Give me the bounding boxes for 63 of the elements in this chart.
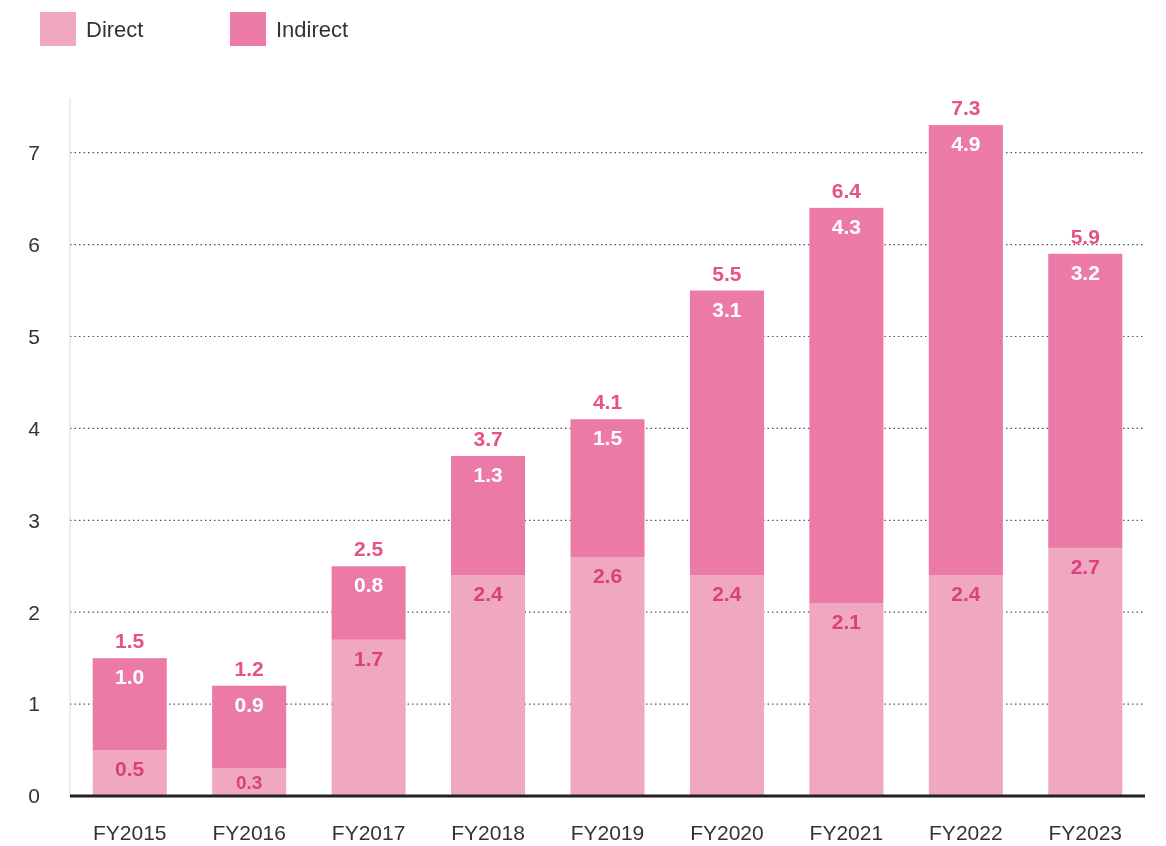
bar: [689, 290, 764, 576]
legend-label: Indirect: [276, 16, 349, 42]
data-label: 0.9: [234, 692, 264, 716]
bar: [451, 575, 526, 796]
data-label: 2.4: [473, 582, 503, 606]
data-label: 3.1: [712, 297, 742, 321]
total-label: 3.7: [473, 426, 503, 450]
y-tick-label: 6: [28, 232, 40, 256]
data-label: 2.7: [1070, 554, 1100, 578]
bar: [809, 207, 884, 604]
total-label: 1.5: [115, 629, 145, 653]
data-label: 0.8: [354, 573, 384, 597]
data-label: 3.2: [1070, 260, 1100, 284]
x-tick-label: FY2018: [451, 821, 525, 844]
x-tick-label: FY2016: [212, 821, 286, 844]
data-label: 1.0: [115, 665, 145, 689]
bar: [331, 639, 406, 796]
total-label: 6.4: [831, 178, 862, 202]
data-label: 1.5: [592, 426, 623, 450]
data-label: 1.7: [354, 646, 384, 670]
bar: [570, 419, 645, 558]
y-tick-label: 5: [28, 324, 40, 348]
x-tick-label: FY2020: [690, 821, 764, 844]
data-label: 2.4: [712, 582, 742, 606]
bar: [1048, 253, 1123, 548]
bar: [809, 603, 884, 796]
bar: [92, 750, 167, 796]
x-tick-label: FY2022: [929, 821, 1003, 844]
total-label: 2.5: [354, 537, 384, 561]
x-tick-label: FY2023: [1048, 821, 1123, 844]
bar: [928, 125, 1003, 576]
bar: [570, 557, 645, 796]
total-label: 5.9: [1070, 224, 1100, 248]
total-label: 4.1: [592, 390, 623, 414]
y-tick-label: 1: [28, 692, 40, 716]
data-label: 4.9: [951, 132, 981, 156]
total-label: 7.3: [951, 96, 981, 120]
bar: [92, 658, 167, 751]
data-label: 4.3: [831, 214, 861, 238]
bar: [928, 575, 1003, 796]
bar: [451, 455, 526, 576]
bar: [1048, 547, 1123, 796]
x-tick-label: FY2019: [570, 821, 645, 844]
bar: [331, 566, 406, 640]
legend-label: Direct: [86, 16, 144, 42]
x-tick-label: FY2021: [809, 821, 884, 844]
x-tick-label: FY2015: [92, 821, 167, 844]
data-label: 0.5: [115, 757, 145, 781]
y-tick-label: 3: [28, 508, 40, 532]
y-tick-label: 0: [28, 784, 40, 808]
bar: [689, 575, 764, 796]
y-tick-label: 4: [28, 416, 41, 440]
data-label: 0.3: [235, 772, 263, 793]
bar: [212, 685, 287, 769]
data-label: 1.3: [473, 462, 503, 486]
total-label: 1.2: [234, 656, 264, 680]
data-label: 2.4: [951, 582, 981, 606]
x-tick-label: FY2017: [331, 821, 406, 844]
y-tick-label: 2: [28, 600, 40, 624]
data-label: 2.6: [592, 564, 623, 588]
total-label: 5.5: [712, 261, 742, 285]
data-label: 2.1: [831, 610, 862, 634]
y-tick-label: 7: [28, 141, 40, 165]
